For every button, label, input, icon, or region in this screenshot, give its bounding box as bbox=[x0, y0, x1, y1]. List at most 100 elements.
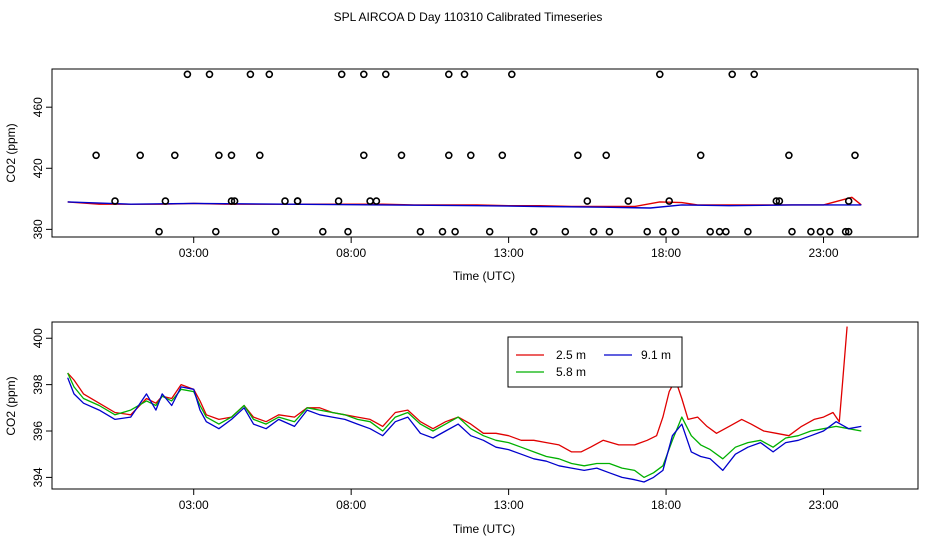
data-point bbox=[337, 70, 346, 79]
legend-box bbox=[507, 336, 683, 388]
top-plot-frame bbox=[51, 68, 919, 238]
x-tick-label: 08:00 bbox=[336, 246, 366, 260]
data-point bbox=[444, 70, 453, 79]
data-point bbox=[844, 227, 853, 236]
data-point bbox=[161, 197, 170, 205]
y-tick-label: 394 bbox=[31, 467, 45, 487]
x-tick-label: 03:00 bbox=[179, 246, 209, 260]
data-point bbox=[665, 197, 674, 205]
bottom-y-axis: 394 396 398 400 bbox=[31, 328, 52, 487]
chart-title: SPL AIRCOA D Day 110310 Calibrated Times… bbox=[334, 10, 603, 24]
data-point bbox=[602, 151, 611, 160]
x-tick-label: 13:00 bbox=[494, 246, 524, 260]
legend: 2.5 m 9.1 m 5.8 m bbox=[507, 336, 683, 388]
series-line-9-1-m bbox=[67, 201, 862, 209]
legend-label-5-8: 5.8 m bbox=[556, 365, 586, 379]
data-point bbox=[416, 227, 425, 236]
data-point bbox=[655, 70, 664, 79]
y-tick-label: 398 bbox=[31, 374, 45, 394]
series-line-5-8-m bbox=[67, 372, 862, 479]
data-point bbox=[205, 70, 214, 79]
data-point bbox=[529, 227, 538, 236]
data-point bbox=[583, 197, 592, 205]
data-point bbox=[359, 70, 368, 79]
data-point bbox=[397, 151, 406, 160]
data-point bbox=[728, 70, 737, 79]
x-tick-label: 18:00 bbox=[651, 498, 681, 512]
data-point bbox=[807, 227, 815, 236]
data-point bbox=[230, 197, 239, 205]
data-point bbox=[825, 227, 834, 236]
data-point bbox=[785, 151, 793, 160]
data-point bbox=[366, 197, 374, 205]
data-point bbox=[706, 227, 715, 236]
x-tick-label: 23:00 bbox=[809, 498, 839, 512]
data-point bbox=[722, 227, 730, 236]
top-series-lines bbox=[67, 196, 862, 209]
bottom-x-axis-label: Time (UTC) bbox=[453, 522, 515, 536]
x-tick-label: 18:00 bbox=[651, 246, 681, 260]
data-point bbox=[444, 151, 453, 160]
bottom-x-axis: 03:00 08:00 13:00 18:00 23:00 bbox=[179, 489, 839, 512]
data-point bbox=[772, 197, 781, 205]
data-point bbox=[171, 151, 179, 160]
data-point bbox=[498, 151, 507, 160]
data-point bbox=[715, 227, 724, 236]
data-point bbox=[438, 227, 447, 236]
data-point bbox=[318, 227, 327, 236]
data-point bbox=[227, 197, 236, 205]
data-point bbox=[255, 151, 264, 160]
data-point bbox=[227, 151, 236, 160]
data-point bbox=[605, 227, 614, 236]
data-point bbox=[624, 197, 633, 205]
data-point bbox=[485, 227, 494, 236]
data-point bbox=[281, 197, 289, 205]
bottom-panel: 03:00 08:00 13:00 18:00 23:00 394 396 398 400 T… bbox=[4, 321, 919, 536]
top-data-points bbox=[92, 70, 859, 236]
y-tick-label: 396 bbox=[31, 421, 45, 441]
data-point bbox=[696, 151, 705, 160]
data-point bbox=[788, 227, 796, 236]
data-point bbox=[841, 227, 850, 236]
data-point bbox=[92, 151, 100, 160]
data-point bbox=[750, 70, 759, 79]
data-point bbox=[372, 197, 381, 205]
y-tick-label: 420 bbox=[31, 158, 45, 178]
top-x-axis-label: Time (UTC) bbox=[453, 269, 515, 283]
x-tick-label: 13:00 bbox=[494, 498, 524, 512]
data-point bbox=[507, 70, 516, 79]
data-point bbox=[460, 70, 469, 79]
y-tick-label: 460 bbox=[31, 97, 45, 117]
data-point bbox=[659, 227, 667, 236]
data-point bbox=[744, 227, 752, 236]
top-x-axis: 03:00 08:00 13:00 18:00 23:00 bbox=[179, 237, 839, 260]
data-point bbox=[212, 227, 220, 236]
x-tick-label: 03:00 bbox=[179, 498, 209, 512]
series-line-9-1-m bbox=[67, 377, 862, 483]
data-point bbox=[246, 70, 255, 79]
data-point bbox=[271, 227, 280, 236]
data-point bbox=[215, 151, 223, 160]
data-point bbox=[155, 227, 163, 236]
data-point bbox=[466, 151, 475, 160]
series-line-2-5-m bbox=[67, 326, 848, 453]
data-point bbox=[851, 151, 859, 160]
data-point bbox=[589, 227, 598, 236]
data-point bbox=[561, 227, 570, 236]
x-tick-label: 08:00 bbox=[336, 498, 366, 512]
data-point bbox=[844, 197, 853, 205]
data-point bbox=[381, 70, 390, 79]
x-tick-label: 23:00 bbox=[809, 246, 839, 260]
data-point bbox=[334, 197, 343, 205]
top-panel: 03:00 08:00 13:00 18:00 23:00 380 420 460 Time… bbox=[4, 68, 919, 283]
data-point bbox=[359, 151, 368, 160]
data-point bbox=[183, 70, 192, 79]
data-point bbox=[451, 227, 459, 236]
bottom-plot-frame bbox=[51, 321, 919, 490]
data-point bbox=[265, 70, 274, 79]
legend-label-9-1: 9.1 m bbox=[641, 348, 671, 362]
y-tick-label: 380 bbox=[31, 219, 45, 239]
top-y-axis-label: CO2 (ppm) bbox=[4, 123, 18, 182]
data-point bbox=[671, 227, 680, 236]
